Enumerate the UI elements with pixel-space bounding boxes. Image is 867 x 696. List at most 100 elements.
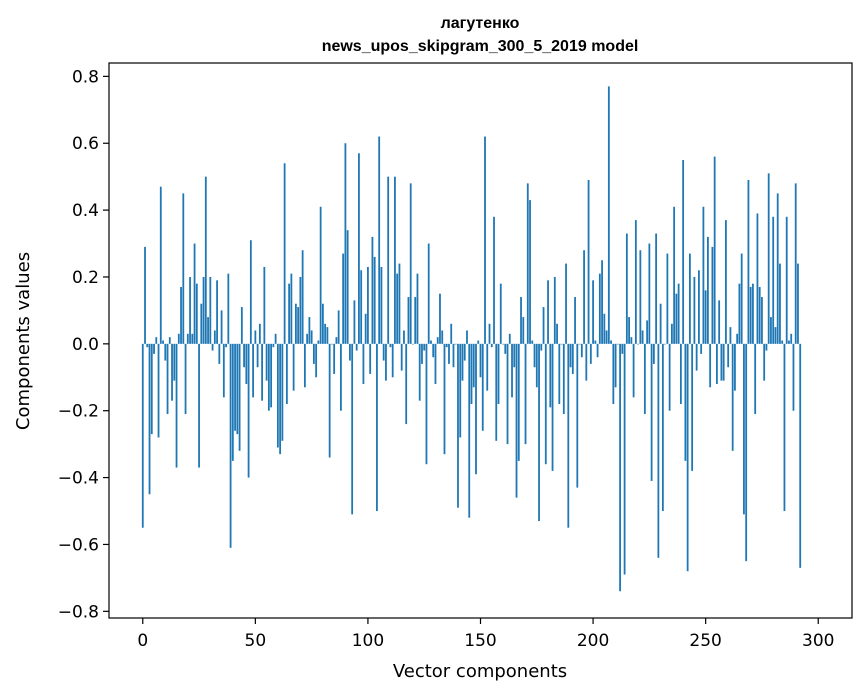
bar-147	[472, 343, 475, 388]
bar-173	[531, 340, 534, 344]
bar-116	[403, 330, 405, 344]
x-tick-label: 100	[352, 631, 384, 651]
bar-186	[560, 343, 563, 345]
bar-209	[612, 343, 615, 405]
bar-102	[371, 236, 374, 344]
bar-196	[583, 250, 585, 344]
bar-14	[173, 343, 176, 381]
bar-200	[592, 280, 594, 344]
bar-77	[315, 343, 318, 378]
bar-110	[389, 343, 392, 348]
x-tick-label: 250	[689, 631, 721, 651]
bar-12	[168, 337, 171, 344]
bar-24	[195, 283, 198, 344]
bar-225	[648, 243, 651, 344]
bar-254	[713, 156, 716, 344]
y-tick-label: −0.6	[58, 535, 99, 555]
y-tick-label: 0.4	[72, 201, 99, 221]
bar-204	[601, 260, 603, 344]
bar-286	[785, 216, 788, 344]
bar-264	[736, 333, 739, 344]
bar-70	[299, 276, 302, 344]
bar-210	[614, 343, 617, 388]
bar-22	[191, 333, 194, 344]
bar-145	[468, 343, 471, 518]
bar-31	[211, 343, 214, 351]
bar-83	[328, 343, 331, 458]
bar-206	[605, 330, 608, 344]
bar-176	[538, 343, 540, 522]
bar-138	[452, 343, 455, 368]
bar-140	[457, 343, 459, 508]
bar-132	[439, 293, 441, 344]
bar-65	[288, 283, 291, 344]
bar-269	[747, 180, 750, 344]
bar-205	[603, 313, 606, 344]
bar-17	[180, 287, 182, 344]
bar-160	[502, 343, 504, 345]
bar-99	[364, 313, 367, 344]
bar-54	[263, 266, 266, 344]
bar-275	[761, 297, 763, 344]
bar-259	[725, 220, 727, 344]
bar-9	[162, 340, 164, 344]
bar-111	[391, 343, 394, 378]
bar-214	[623, 343, 626, 575]
bar-90	[344, 143, 347, 344]
bar-288	[790, 333, 793, 344]
bar-69	[297, 307, 300, 344]
bar-26	[200, 303, 203, 344]
bar-63	[283, 163, 286, 344]
bar-67	[292, 343, 295, 391]
bar-217	[630, 337, 633, 344]
bar-60	[276, 343, 279, 448]
bar-242	[686, 343, 689, 572]
bar-35	[220, 310, 223, 344]
y-tick-label: 0.8	[72, 67, 99, 87]
bar-165	[513, 343, 516, 368]
bar-21	[189, 276, 191, 344]
bar-212	[619, 343, 621, 592]
bar-166	[515, 343, 518, 498]
bar-233	[666, 253, 669, 344]
bar-172	[529, 200, 531, 344]
bar-141	[459, 343, 462, 438]
bar-106	[380, 266, 383, 344]
bar-118	[407, 297, 410, 344]
bar-279	[770, 317, 772, 344]
bar-143	[463, 343, 466, 361]
x-axis-ticks: 0 50 100 150 200 250 300	[137, 618, 834, 651]
bar-211	[616, 343, 619, 345]
bar-59	[274, 333, 277, 344]
bar-101	[369, 343, 372, 374]
bar-19	[184, 343, 187, 415]
bar-57	[270, 343, 273, 408]
bar-97	[360, 270, 363, 344]
bar-257	[720, 343, 723, 381]
bar-25	[198, 343, 200, 468]
bar-0	[141, 343, 144, 528]
bar-187	[562, 343, 565, 415]
bar-131	[436, 337, 439, 344]
bar-5	[153, 343, 155, 354]
bar-270	[749, 287, 752, 344]
bar-44	[240, 307, 243, 344]
bar-87	[337, 310, 340, 344]
bar-161	[504, 343, 507, 354]
bar-265	[738, 283, 741, 344]
bar-183	[553, 276, 556, 344]
bar-45	[243, 343, 245, 368]
bar-239	[679, 343, 682, 405]
bar-93	[351, 343, 354, 515]
bar-278	[767, 173, 770, 344]
bar-271	[752, 283, 754, 344]
bar-236	[673, 206, 676, 344]
bar-149	[477, 340, 480, 344]
bar-40	[231, 343, 234, 461]
bar-222	[641, 330, 644, 344]
bar-33	[216, 280, 218, 344]
bar-96	[358, 153, 360, 344]
bar-18	[182, 193, 185, 344]
bar-207	[607, 86, 610, 344]
y-tick-label: −0.4	[58, 469, 99, 489]
